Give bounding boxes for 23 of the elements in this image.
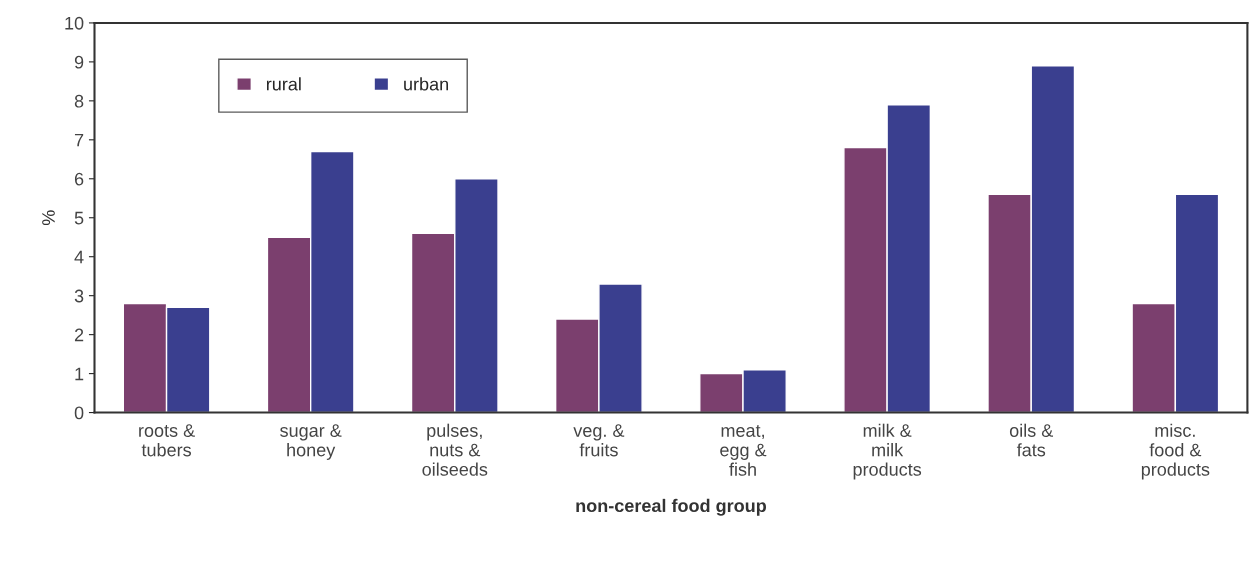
x-tick-label: roots & tubers bbox=[139, 424, 195, 457]
x-axis-title: non-cereal food group bbox=[576, 498, 767, 516]
y-tick-label: 1 bbox=[75, 367, 84, 381]
y-tick-label: 8 bbox=[74, 94, 84, 108]
y-tick-label: 2 bbox=[74, 328, 84, 342]
y-tick-label: 10 bbox=[65, 16, 84, 30]
x-tick-label: misc. food & products bbox=[1141, 423, 1210, 480]
y-tick-label: 6 bbox=[74, 172, 84, 186]
x-tick-label: milk & milk products bbox=[853, 423, 922, 480]
y-axis-title: % bbox=[42, 210, 55, 226]
y-tick-label: 7 bbox=[74, 133, 84, 147]
y-tick-label: 5 bbox=[74, 211, 84, 225]
y-tick-label: 9 bbox=[74, 55, 84, 69]
y-tick-label: 0 bbox=[74, 406, 84, 420]
y-tick-label: 4 bbox=[74, 250, 84, 264]
x-tick-label: veg. & fruits bbox=[573, 424, 625, 457]
y-tick-label: 3 bbox=[74, 289, 84, 303]
legend-label: urban bbox=[404, 77, 448, 91]
legend-label: rural bbox=[266, 77, 301, 91]
x-tick-label: sugar & honey bbox=[280, 424, 342, 460]
x-tick-label: meat, egg & fish bbox=[720, 425, 767, 476]
x-tick-label: oils & fats bbox=[1009, 423, 1054, 457]
x-tick-label: pulses, nuts & oilseeds bbox=[422, 423, 488, 476]
